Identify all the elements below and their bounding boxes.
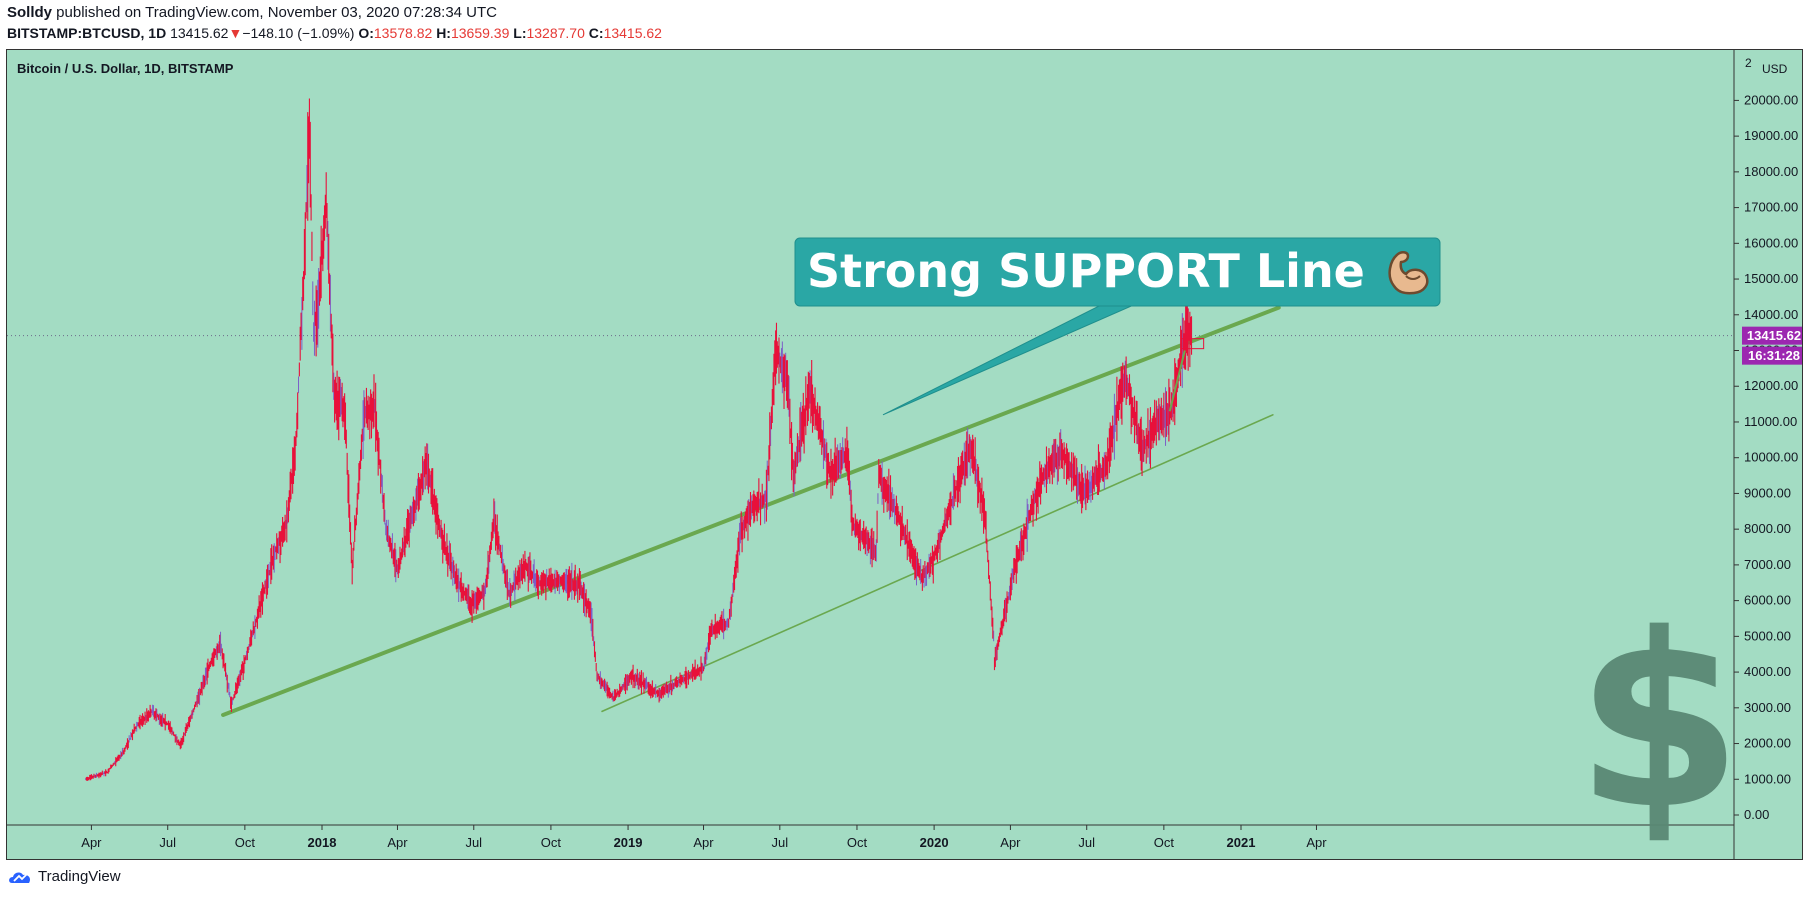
x-tick-label: Oct	[235, 835, 256, 850]
highlight-box	[1181, 338, 1205, 350]
symbol-label: BITSTAMP:BTCUSD, 1D	[7, 25, 167, 41]
open-value: 13578.82	[373, 25, 433, 41]
plot-area	[7, 50, 1734, 825]
x-tick-label: Jul	[159, 835, 176, 850]
y-tick-label: 10000.00	[1744, 450, 1798, 465]
tradingview-footer[interactable]: TradingView	[8, 868, 121, 885]
x-tick-label: Apr	[1306, 835, 1327, 850]
currency-label: USD	[1762, 62, 1788, 76]
y-tick-label: 9000.00	[1744, 485, 1791, 500]
close-value: 13415.62	[603, 25, 662, 41]
svg-text:$: $	[1576, 582, 1743, 859]
y-tick-label: 3000.00	[1744, 700, 1791, 715]
price-candles	[85, 98, 1193, 781]
price-chart[interactable]: 0.00 1000.00 2000.00 3000.00 4000.00 5000.00 6…	[7, 50, 1802, 859]
y-tick-label: 14000.00	[1744, 307, 1798, 322]
x-tick-label: Apr	[387, 835, 408, 850]
y-tick-label: 17000.00	[1744, 200, 1798, 215]
trend-line-support-lower	[601, 414, 1274, 713]
last-price: 13415.62	[170, 25, 229, 41]
x-tick-label: Jul	[1078, 835, 1095, 850]
y-tick-label: 4000.00	[1744, 664, 1791, 679]
last-price-badge: 13415.62	[1747, 328, 1801, 343]
countdown-badge: 16:31:28	[1748, 348, 1800, 363]
y-tick-label: 7000.00	[1744, 557, 1791, 572]
countdown-badge-bg	[1742, 346, 1802, 365]
y-tick-label: 1000.00	[1744, 771, 1791, 786]
low-label: L:	[513, 25, 527, 41]
y-tick-label: 18000.00	[1744, 164, 1798, 179]
tradingview-logo-icon	[9, 872, 31, 883]
recent-move-line	[1168, 350, 1186, 412]
y-axis-top-label: 2	[1745, 56, 1752, 70]
dollar-icon: $	[1576, 582, 1743, 859]
x-tick-label: Jul	[465, 835, 482, 850]
publish-info: Solldy published on TradingView.com, Nov…	[7, 4, 497, 21]
x-tick-label: Oct	[847, 835, 868, 850]
flexed-biceps-icon	[1388, 251, 1429, 295]
y-tick-label: 12000.00	[1744, 378, 1798, 393]
x-tick-label: 2019	[614, 835, 643, 850]
y-tick-label: 11000.00	[1744, 414, 1797, 429]
price-change: −148.10 (−1.09%)	[242, 25, 355, 41]
down-arrow-icon: ▼	[228, 25, 243, 41]
brand-name: TradingView	[38, 868, 121, 885]
x-tick-label: Apr	[1000, 835, 1021, 850]
x-tick-label: 2018	[308, 835, 337, 850]
y-tick-label: 19000.00	[1744, 128, 1798, 143]
last-price-badge-bg	[1742, 326, 1802, 345]
y-tick-label: 8000.00	[1744, 521, 1791, 536]
high-label: H:	[436, 25, 451, 41]
x-tick-label: Jul	[772, 835, 789, 850]
open-label: O:	[358, 25, 374, 41]
y-tick-label: 2000.00	[1744, 736, 1791, 751]
y-tick-label: 16000.00	[1744, 235, 1798, 250]
chart-title: Bitcoin / U.S. Dollar, 1D, BITSTAMP	[17, 61, 234, 76]
price-wicks-alt	[85, 165, 1183, 780]
low-value: 13287.70	[526, 25, 585, 41]
y-tick-label: 15000.00	[1744, 271, 1798, 286]
x-tick-label: 2020	[920, 835, 949, 850]
author-name[interactable]: Solldy	[7, 4, 53, 21]
x-tick-label: Apr	[81, 835, 102, 850]
x-tick-label: Apr	[693, 835, 714, 850]
y-tick-label: 6000.00	[1744, 593, 1791, 608]
published-text: published on TradingView.com, November 0…	[52, 4, 498, 21]
x-tick-label: Oct	[1154, 835, 1175, 850]
callout-text: Strong SUPPORT Line	[807, 244, 1365, 298]
y-tick-label: 20000.00	[1744, 92, 1798, 107]
x-tick-label: Oct	[541, 835, 562, 850]
chart-panel[interactable]: 0.00 1000.00 2000.00 3000.00 4000.00 5000.00 6…	[6, 49, 1803, 860]
x-tick-label: 2021	[1227, 835, 1256, 850]
y-tick-label: 0.00	[1744, 807, 1769, 822]
y-tick-label: 5000.00	[1744, 628, 1791, 643]
close-label: C:	[588, 25, 604, 41]
high-value: 13659.39	[450, 25, 510, 41]
callout-box	[794, 237, 1441, 307]
ohlc-bar: BITSTAMP:BTCUSD, 1D 13415.62▼−148.10 (−1…	[7, 25, 662, 41]
